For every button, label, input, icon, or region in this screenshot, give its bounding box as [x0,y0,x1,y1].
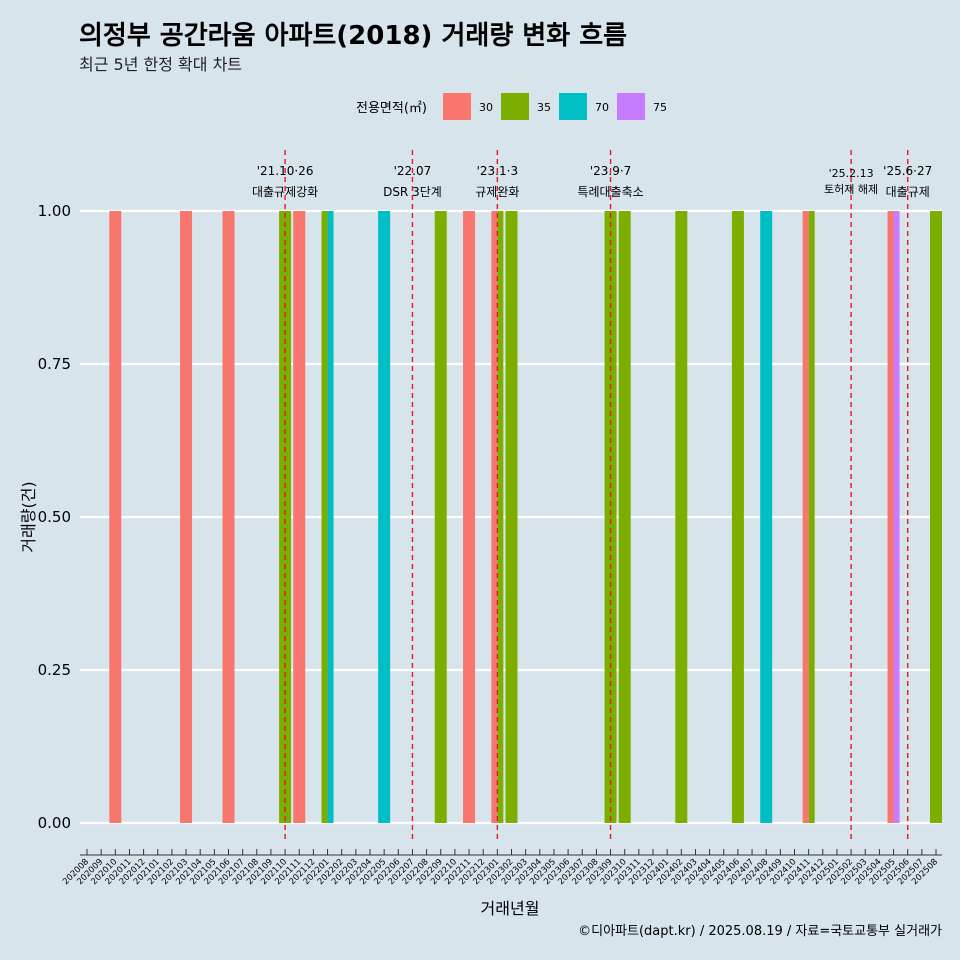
legend-label-35: 35 [537,101,551,114]
bar-30-202505 [887,211,894,823]
bar-35-202508 [930,211,942,823]
event-name-label: 대출규제 [886,185,930,199]
y-tick-label: 0.75 [38,355,71,373]
bar-35-202209 [434,211,447,823]
y-axis-title: 거래량(건) [19,481,38,552]
x-axis-title: 거래년월 [481,899,540,918]
caption: ©디아파트(dapt.kr) / 2025.08.19 / 자료=국토교통부 실… [578,924,942,939]
bar-35-202110 [279,211,292,823]
bar-70-202408 [760,211,773,823]
bar-75-202505 [893,211,900,823]
y-tick-label: 0.50 [38,508,71,526]
bar-70-202201 [327,211,334,823]
legend: 전용면적(㎡) 30 35 70 75 [356,93,667,120]
bar-35-202301 [497,211,504,823]
y-tick-label: 1.00 [38,202,71,220]
bar-70-202205 [378,211,391,823]
bar-35-202302 [505,211,518,823]
chart-subtitle: 최근 5년 한정 확대 차트 [79,55,242,74]
event-name-label: 특례대출축소 [577,185,643,199]
event-name-label: DSR 3단계 [383,185,442,199]
bar-35-202406 [731,211,744,823]
bar-35-202411 [808,211,815,823]
bar-30-202411 [802,211,809,823]
bar-35-202309 [604,211,617,823]
event-date-label: '21.10·26 [257,164,314,178]
bar-30-202111 [293,211,306,823]
chart-title: 의정부 공간라움 아파트(2018) 거래량 변화 흐름 [79,21,627,51]
bars [109,211,942,823]
event-name-label: 규제완화 [475,185,519,199]
y-axis-ticks: 0.00 0.25 0.50 0.75 1.00 [38,202,71,832]
bar-30-202211 [463,211,476,823]
y-tick-label: 0.25 [38,661,71,679]
event-name-label: 대출규제강화 [252,185,318,199]
event-date-label: '25.2.13 [829,167,874,180]
event-markers: '21.10·26 대출규제강화 '22.07 DSR 3단계 '23.1·3 규제완화 '… [252,150,932,843]
y-tick-label: 0.00 [38,814,71,832]
event-name-label: 토허제 해제 [824,182,878,196]
bar-30-202301 [491,211,498,823]
event-date-label: '22.07 [394,164,432,178]
legend-swatch-75 [617,93,645,120]
bar-30-202103 [180,211,193,823]
bar-35-202310 [618,211,631,823]
legend-label-75: 75 [653,101,667,114]
event-date-label: '23.1·3 [477,164,518,178]
bar-35-202402 [675,211,688,823]
legend-swatch-35 [501,93,529,120]
bar-30-202106 [222,211,235,823]
event-date-label: '23.9·7 [590,164,631,178]
legend-label-30: 30 [479,101,493,114]
legend-swatch-70 [559,93,587,120]
legend-label-70: 70 [595,101,609,114]
legend-swatch-30 [443,93,471,120]
legend-title: 전용면적(㎡) [356,101,427,116]
bar-35-202201 [321,211,328,823]
bar-30-202010 [109,211,122,823]
event-date-label: '25.6·27 [883,164,932,178]
